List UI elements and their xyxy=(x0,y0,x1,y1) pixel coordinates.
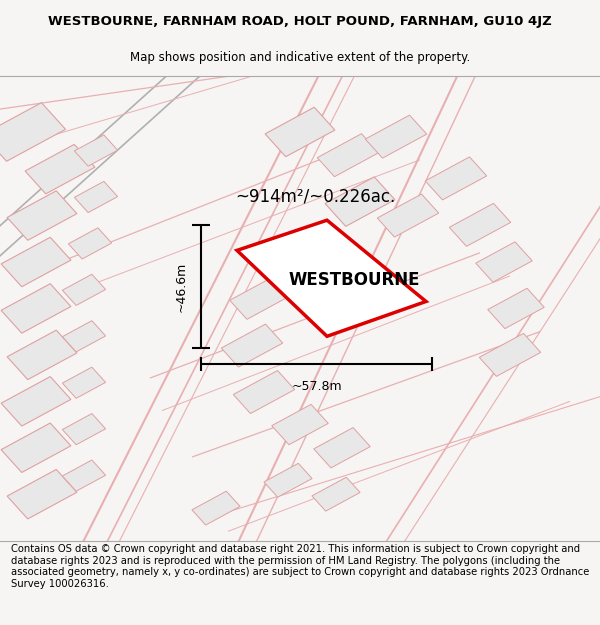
Polygon shape xyxy=(68,228,112,259)
Polygon shape xyxy=(425,157,487,200)
Polygon shape xyxy=(192,491,240,525)
Polygon shape xyxy=(62,414,106,445)
Text: ~57.8m: ~57.8m xyxy=(291,381,342,393)
Text: WESTBOURNE: WESTBOURNE xyxy=(288,271,420,289)
Polygon shape xyxy=(62,274,106,306)
Polygon shape xyxy=(365,115,427,158)
Polygon shape xyxy=(62,321,106,352)
Polygon shape xyxy=(62,367,106,398)
Polygon shape xyxy=(1,284,71,333)
Text: ~46.6m: ~46.6m xyxy=(175,261,188,311)
Polygon shape xyxy=(7,330,77,379)
Polygon shape xyxy=(7,469,77,519)
Polygon shape xyxy=(1,238,71,287)
Polygon shape xyxy=(0,102,65,161)
Polygon shape xyxy=(237,220,426,336)
Polygon shape xyxy=(488,288,544,329)
Polygon shape xyxy=(317,134,379,177)
Polygon shape xyxy=(74,181,118,213)
Polygon shape xyxy=(25,144,95,194)
Polygon shape xyxy=(476,242,532,282)
Polygon shape xyxy=(314,428,370,468)
Polygon shape xyxy=(1,423,71,472)
Text: Map shows position and indicative extent of the property.: Map shows position and indicative extent… xyxy=(130,51,470,64)
Polygon shape xyxy=(221,324,283,367)
Polygon shape xyxy=(7,191,77,240)
Text: WESTBOURNE, FARNHAM ROAD, HOLT POUND, FARNHAM, GU10 4JZ: WESTBOURNE, FARNHAM ROAD, HOLT POUND, FA… xyxy=(48,15,552,28)
Polygon shape xyxy=(265,107,335,157)
Text: ~914m²/~0.226ac.: ~914m²/~0.226ac. xyxy=(235,188,395,206)
Polygon shape xyxy=(230,279,286,319)
Polygon shape xyxy=(62,460,106,491)
Polygon shape xyxy=(325,177,395,226)
Polygon shape xyxy=(1,377,71,426)
Polygon shape xyxy=(312,478,360,511)
Polygon shape xyxy=(377,194,439,237)
Polygon shape xyxy=(449,203,511,246)
Polygon shape xyxy=(233,371,295,414)
Polygon shape xyxy=(479,333,541,376)
Text: Contains OS data © Crown copyright and database right 2021. This information is : Contains OS data © Crown copyright and d… xyxy=(11,544,589,589)
Polygon shape xyxy=(272,404,328,445)
Polygon shape xyxy=(264,463,312,497)
Polygon shape xyxy=(74,135,118,166)
